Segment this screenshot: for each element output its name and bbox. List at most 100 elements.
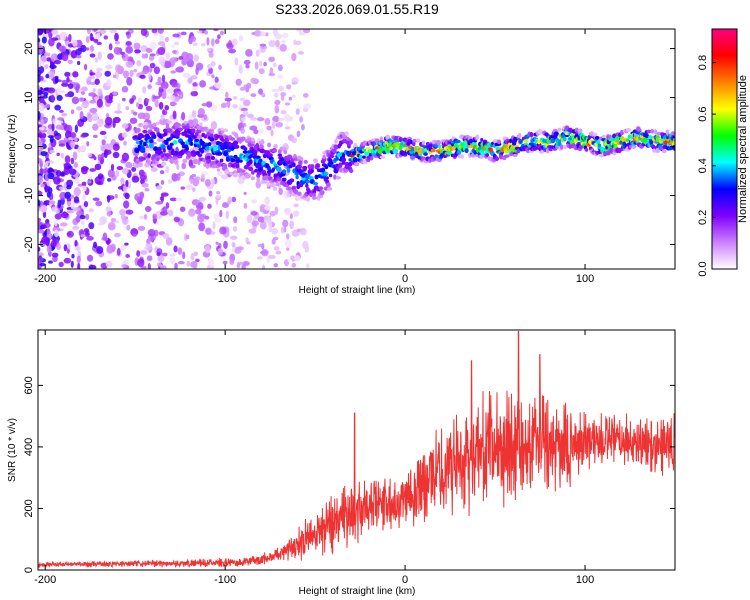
spectrogram-cell [39, 204, 48, 213]
spectrogram-x-label: Height of straight line (km) [299, 285, 416, 296]
spectrogram-cell [169, 101, 178, 106]
spectrogram-cell [182, 72, 191, 78]
spectrogram-cell [115, 64, 122, 73]
spectrogram-cell [162, 147, 166, 153]
spectrogram-cell [38, 126, 45, 131]
spectrogram-cell [225, 91, 229, 99]
spectrogram-cell [89, 32, 94, 42]
spectrogram-cell [319, 190, 325, 196]
spectrogram-cell [58, 45, 67, 53]
spectrogram-cell [518, 139, 523, 145]
spectrogram-cell [303, 103, 312, 110]
spectrogram-cell [619, 140, 623, 145]
spectrogram-cell [119, 51, 126, 55]
spectrogram-cell [51, 123, 55, 132]
spectrogram-cell [50, 239, 57, 248]
spectrogram-cell [110, 217, 117, 223]
spectrogram-cell [144, 206, 152, 213]
spectrogram-cell [240, 107, 249, 112]
spectrogram-cell [283, 149, 288, 155]
spectrogram-cell [89, 53, 96, 58]
spectrogram-cell [70, 260, 74, 268]
spectrogram-cell [282, 219, 289, 228]
spectrogram-cell [93, 38, 99, 43]
spectrogram-cell [302, 29, 311, 34]
spectrogram-cell [147, 84, 152, 90]
spectrogram-cell [232, 140, 239, 146]
spectrogram-cell [430, 148, 436, 153]
spectrogram-cell [605, 150, 611, 156]
spectrogram-cell [77, 183, 84, 187]
spectrogram-frame [37, 28, 676, 270]
spectrogram-cell [51, 252, 59, 258]
spectrogram-cell [290, 255, 295, 261]
spectrogram-cell [292, 210, 300, 217]
spectrogram-cell [214, 38, 220, 45]
spectrogram-cell [114, 193, 118, 199]
spectrogram-cell [173, 216, 180, 223]
spectrogram-cell [210, 155, 216, 161]
spectrogram-cell [152, 122, 157, 127]
spectrogram-cell [75, 54, 82, 59]
spectrogram-cell [234, 57, 239, 66]
spectrogram-cell [171, 81, 178, 88]
spectrogram-cell [125, 40, 132, 46]
spectrogram-cell [139, 74, 146, 79]
spectrogram-cell [294, 255, 301, 262]
spectrogram-cell [214, 76, 219, 84]
spectrogram-cell [453, 142, 458, 148]
colorbar-gradient [712, 29, 737, 269]
spectrogram-cell [112, 120, 116, 128]
spectrogram-cell [273, 246, 280, 251]
spectrogram-cell [199, 80, 207, 88]
spectrogram-cell [271, 120, 276, 129]
spectrogram-cell [280, 226, 285, 234]
spectrogram-cell [245, 48, 253, 57]
spectrogram-cell [174, 41, 180, 46]
spectrogram-cell [254, 168, 259, 173]
spectrogram-cell [74, 239, 78, 247]
y-tick-label: 0 [23, 567, 35, 573]
spectrogram-cell [75, 39, 83, 48]
spectrogram-cell [176, 163, 180, 171]
spectrogram-cell [295, 174, 299, 180]
spectrogram-cell [142, 129, 148, 134]
spectrogram-cell [305, 263, 310, 269]
spectrogram-cell [169, 145, 173, 149]
spectrogram-cell [288, 163, 293, 169]
spectrogram-cell [108, 43, 113, 51]
spectrogram-cell [598, 153, 605, 158]
spectrogram-cell [281, 39, 286, 44]
spectrogram-cell [341, 157, 347, 163]
spectrogram-cell [242, 110, 249, 116]
spectrogram-cell [193, 54, 200, 62]
spectrogram-cell [124, 242, 129, 246]
spectrogram-cell [38, 246, 41, 252]
spectrogram-cell [80, 134, 88, 138]
spectrogram-cell [204, 244, 211, 254]
spectrogram-cell [410, 146, 415, 152]
colorbar-tick-label: 0.2 [697, 210, 709, 225]
spectrogram-cell [58, 261, 64, 268]
y-tick-label: 0 [23, 143, 35, 149]
spectrogram-cell [250, 170, 255, 175]
spectrogram-cell [187, 77, 193, 84]
spectrogram-cell [190, 90, 199, 97]
spectrogram-cell [661, 149, 667, 154]
spectrogram-cell [57, 117, 65, 121]
spectrogram-cell [264, 117, 271, 125]
spectrogram-cell [578, 144, 584, 150]
spectrogram-cell [114, 32, 119, 42]
spectrogram-cell [75, 106, 83, 111]
spectrogram-cell [275, 39, 280, 48]
spectrogram-cell [184, 134, 190, 138]
spectrogram-cell [191, 128, 196, 134]
spectrogram-cell [195, 258, 200, 263]
spectrogram-cell [468, 144, 474, 149]
y-tick-label: 20 [23, 42, 35, 54]
spectrogram-cell [40, 116, 44, 120]
spectrogram-cell [217, 34, 221, 40]
snr-series-line [38, 331, 675, 569]
spectrogram-cell [106, 195, 111, 203]
spectrogram-cell [58, 143, 66, 147]
